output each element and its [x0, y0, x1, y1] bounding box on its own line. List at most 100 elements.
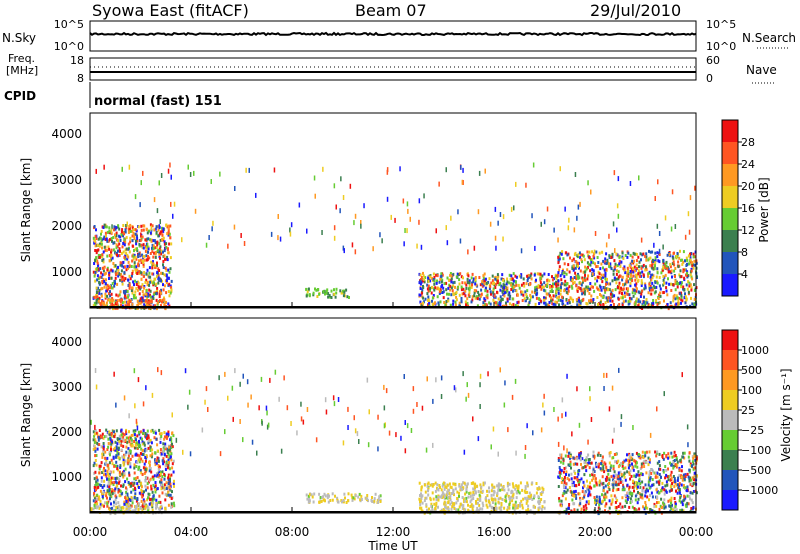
range-cell [649, 264, 652, 268]
range-cell [673, 497, 676, 500]
freq-trace [90, 66, 696, 73]
range-cell [461, 507, 464, 510]
range-cell [97, 263, 99, 267]
range-cell [506, 508, 509, 512]
range-cell [577, 298, 580, 302]
range-cell [512, 279, 515, 283]
freq-label-bottom: [MHz] [6, 64, 38, 77]
range-cell [456, 287, 459, 291]
range-cell [444, 495, 446, 499]
range-cell [126, 477, 129, 481]
range-cell [189, 172, 192, 177]
range-cell [644, 304, 647, 308]
range-cell [631, 279, 634, 283]
range-cell [520, 292, 523, 296]
range-cell [94, 259, 97, 263]
range-cell [505, 497, 507, 501]
range-cell [103, 479, 106, 483]
range-cell [668, 455, 671, 459]
range-cell [145, 476, 148, 480]
range-cell [152, 260, 154, 264]
range-cell [170, 502, 173, 506]
range-cell [628, 471, 631, 475]
range-cell [319, 499, 322, 503]
range-cell [511, 277, 514, 281]
range-cell [512, 272, 515, 276]
range-cell [450, 486, 453, 490]
range-cell [360, 220, 362, 225]
range-cell [117, 438, 119, 442]
range-cell [111, 282, 114, 286]
range-cell [513, 205, 515, 211]
range-cell [556, 273, 559, 277]
range-cell [112, 504, 115, 508]
range-cell [679, 508, 682, 512]
range-cell [240, 233, 242, 238]
range-cell [97, 286, 100, 290]
range-cell [606, 277, 608, 281]
range-cell [589, 282, 592, 285]
range-cell [566, 282, 569, 285]
range-cell [339, 289, 342, 293]
range-cell [613, 278, 616, 282]
range-cell [637, 497, 640, 501]
range-cell [94, 241, 97, 245]
range-cell [674, 479, 677, 483]
range-cell [155, 459, 158, 463]
range-cell [110, 268, 113, 272]
range-cell [620, 461, 623, 465]
range-cell [651, 303, 654, 307]
range-cell [135, 465, 138, 468]
range-cell [110, 481, 113, 485]
range-cell [436, 483, 439, 487]
range-cell [555, 287, 558, 291]
range-cell [578, 251, 581, 255]
colorbar-segment [722, 142, 738, 164]
range-cell [655, 480, 658, 484]
range-cell [149, 252, 152, 255]
range-cell [146, 258, 149, 262]
range-cell [499, 488, 502, 492]
range-cell [690, 478, 693, 482]
range-cell [419, 506, 421, 510]
range-cell [568, 298, 571, 302]
range-cell [485, 496, 487, 500]
range-cell [666, 293, 669, 297]
range-cell [151, 246, 153, 250]
range-cell [635, 253, 638, 256]
range-cell [161, 491, 164, 495]
range-cell [534, 505, 536, 509]
range-cell [529, 293, 532, 297]
range-cell [691, 261, 694, 265]
range-cell [437, 498, 440, 502]
range-cell [443, 282, 446, 286]
range-cell [632, 270, 635, 274]
range-cell [480, 293, 483, 297]
range-cell [99, 489, 102, 493]
range-cell [120, 492, 123, 496]
range-cell [561, 302, 564, 306]
range-cell [108, 229, 111, 233]
range-cell [243, 241, 246, 246]
range-cell [623, 487, 626, 491]
range-cell [427, 489, 429, 493]
range-cell [674, 279, 677, 283]
range-cell [689, 476, 691, 480]
range-cell [444, 303, 447, 307]
range-cell [680, 500, 682, 504]
range-cell [155, 505, 158, 509]
range-cell [144, 249, 147, 253]
range-cell [94, 429, 97, 433]
range-cell [106, 489, 109, 493]
range-cell [460, 296, 463, 300]
range-cell [602, 486, 605, 490]
range-cell [119, 442, 122, 446]
range-cell [449, 284, 452, 288]
range-cell [146, 498, 149, 502]
range-cell [602, 467, 605, 471]
range-cell [601, 475, 604, 479]
range-cell [149, 293, 151, 297]
range-cell [326, 494, 329, 497]
range-cell [451, 502, 454, 506]
range-cell [431, 296, 434, 300]
